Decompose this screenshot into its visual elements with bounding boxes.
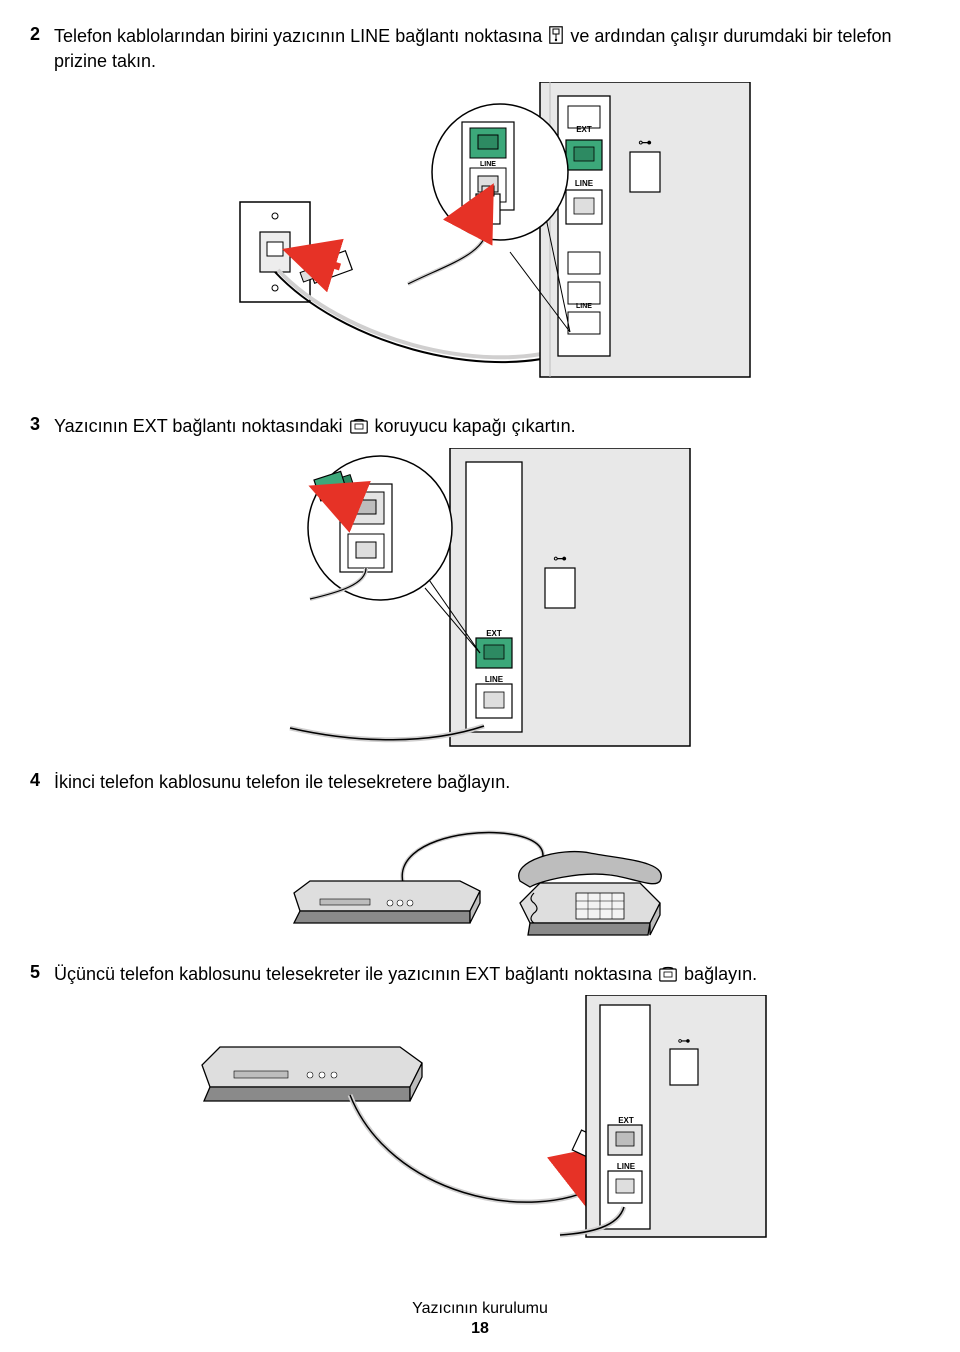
svg-text:LINE: LINE — [480, 161, 496, 168]
svg-text:LINE: LINE — [576, 303, 592, 310]
figure-step-2: ⊶ EXT LINE LINE LINE — [30, 82, 930, 400]
footer-page-number: 18 — [0, 1320, 960, 1338]
step-text-pre: Üçüncü telefon kablosunu telesekreter il… — [54, 964, 657, 984]
step-text: Yazıcının EXT bağlantı noktasındaki koru… — [54, 414, 576, 439]
svg-text:⊶: ⊶ — [678, 1033, 691, 1048]
line-port-icon — [549, 26, 563, 44]
figure-step-3: ⊶ EXT LINE — [30, 448, 930, 756]
svg-text:EXT: EXT — [576, 125, 592, 134]
step-text-post: koruyucu kapağı çıkartın. — [375, 416, 576, 436]
figure-step-5: ⊶ EXT LINE — [30, 995, 930, 1243]
footer-section: Yazıcının kurulumu — [0, 1300, 960, 1318]
step-3: 3 Yazıcının EXT bağlantı noktasındaki ko… — [30, 414, 930, 439]
step-number: 4 — [30, 770, 54, 791]
step-text: İkinci telefon kablosunu telefon ile tel… — [54, 770, 510, 795]
step-number: 3 — [30, 414, 54, 435]
svg-text:LINE: LINE — [485, 675, 504, 684]
page-footer: Yazıcının kurulumu 18 — [0, 1300, 960, 1338]
step-text-post: bağlayın. — [684, 964, 757, 984]
svg-text:⊶: ⊶ — [638, 134, 652, 150]
step-number: 2 — [30, 24, 54, 45]
step-2: 2 Telefon kablolarından birini yazıcının… — [30, 24, 930, 74]
step-text: Üçüncü telefon kablosunu telesekreter il… — [54, 962, 757, 987]
step-4: 4 İkinci telefon kablosunu telefon ile t… — [30, 770, 930, 795]
svg-text:EXT: EXT — [486, 629, 502, 638]
illustration-step-3: ⊶ EXT LINE — [260, 448, 700, 756]
svg-text:EXT: EXT — [618, 1116, 634, 1125]
step-number: 5 — [30, 962, 54, 983]
illustration-step-2: ⊶ EXT LINE LINE LINE — [200, 82, 760, 400]
step-text: Telefon kablolarından birini yazıcının L… — [54, 24, 930, 74]
illustration-step-4 — [270, 803, 690, 948]
step-text-pre: Yazıcının EXT bağlantı noktasındaki — [54, 416, 348, 436]
figure-step-4 — [30, 803, 930, 948]
illustration-step-5: ⊶ EXT LINE — [190, 995, 770, 1243]
svg-text:⊶: ⊶ — [553, 550, 567, 566]
step-5: 5 Üçüncü telefon kablosunu telesekreter … — [30, 962, 930, 987]
ext-port-icon — [659, 966, 677, 982]
svg-text:LINE: LINE — [617, 1162, 636, 1171]
ext-port-icon — [350, 418, 368, 434]
step-text-pre: Telefon kablolarından birini yazıcının L… — [54, 26, 547, 46]
svg-text:LINE: LINE — [575, 179, 594, 188]
